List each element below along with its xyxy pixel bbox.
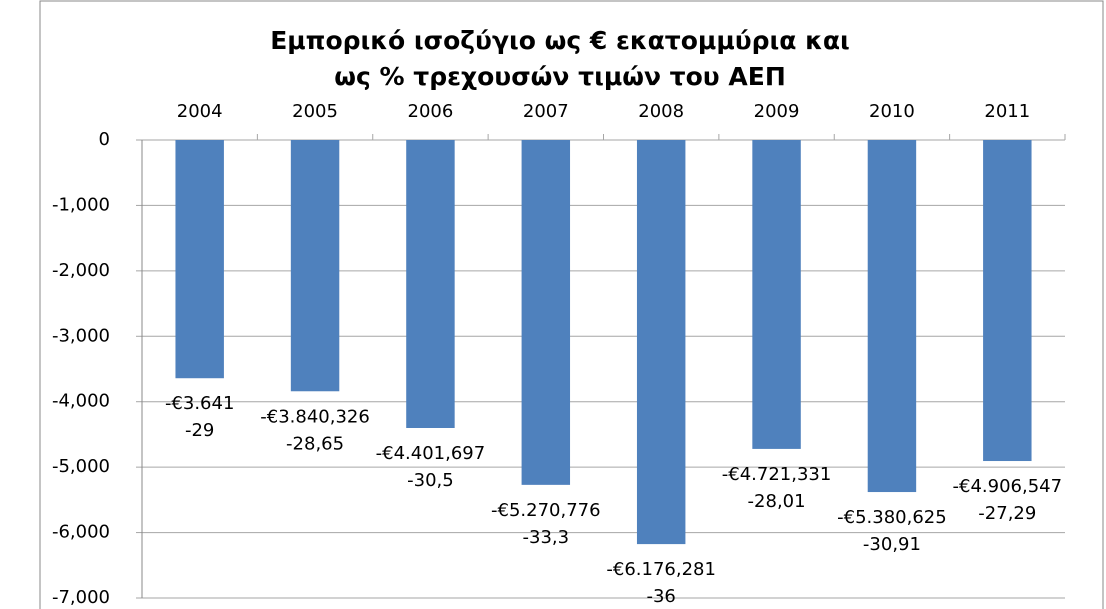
x-tick-label: 2006 [408,101,454,122]
data-label: -€4.721,331 [722,464,832,485]
data-label: -€5.270,776 [491,500,601,521]
data-label: -€3.840,326 [260,406,370,427]
bar [290,140,340,392]
data-label: -€5.380,625 [837,507,947,528]
gdp-label: -29 [185,420,214,441]
gdp-label: -30,5 [407,470,454,491]
chart-title: Εμπορικό ισοζύγιο ως € εκατομμύρια και [270,26,850,55]
bar [752,140,801,449]
data-label: -€6.176,281 [606,559,716,580]
y-tick-label: -3,000 [52,325,110,346]
data-label: -€4.401,697 [376,443,486,464]
bar [867,140,917,493]
gdp-label: -28,01 [748,491,806,512]
bar [983,140,1032,462]
bar [175,140,224,379]
y-tick-label: -2,000 [52,260,110,281]
bar [521,140,571,485]
y-tick-label: -5,000 [52,456,110,477]
x-tick-label: 2005 [292,101,338,122]
gdp-label: -27,29 [978,503,1036,524]
x-tick-label: 2009 [754,101,800,122]
x-tick-label: 2004 [177,101,223,122]
chart-title: ως % τρεχουσών τιμών του ΑΕΠ [334,62,786,91]
y-tick-label: -4,000 [52,391,110,412]
gdp-label: -30,91 [863,534,921,555]
gdp-label: -28,65 [286,433,344,454]
y-tick-label: -1,000 [52,194,110,215]
x-tick-label: 2008 [638,101,684,122]
y-tick-label: 0 [99,129,110,150]
gdp-label: -33,3 [523,527,570,548]
gdp-label: -36 [646,586,675,607]
x-tick-label: 2007 [523,101,569,122]
x-tick-label: 2011 [984,101,1030,122]
x-tick-label: 2010 [869,101,915,122]
bar [636,140,686,545]
y-tick-label: -7,000 [52,587,110,608]
bar [406,140,455,428]
data-label: -€3.641 [165,393,234,414]
data-label: -€4.906,547 [953,476,1063,497]
y-tick-label: -6,000 [52,522,110,543]
